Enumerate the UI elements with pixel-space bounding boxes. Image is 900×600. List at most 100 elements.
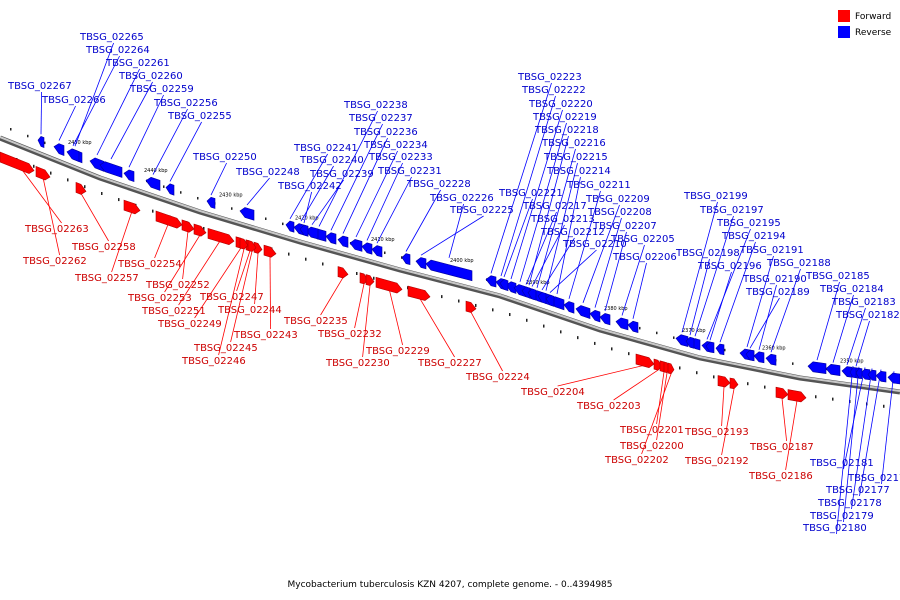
gene-label-tbsg_02225[interactable]: TBSG_02225 [449, 205, 514, 216]
gene-feature-tbsg_02245[interactable] [247, 239, 257, 252]
gene-feature-tbsg_02192[interactable] [729, 377, 739, 390]
gene-label-tbsg_02213[interactable]: TBSG_02213 [530, 214, 595, 225]
gene-feature-tbsg_02213[interactable] [527, 288, 537, 301]
gene-feature-tbsg_02184[interactable] [825, 363, 841, 376]
gene-label-tbsg_02202[interactable]: TBSG_02202 [604, 455, 669, 466]
gene-feature-tbsg_02180[interactable] [849, 367, 857, 379]
gene-feature-tbsg_02257[interactable] [123, 199, 141, 215]
gene-label-tbsg_02190[interactable]: TBSG_02190 [742, 274, 807, 285]
gene-label-tbsg_02253[interactable]: TBSG_02253 [127, 293, 192, 304]
gene-label-tbsg_02199[interactable]: TBSG_02199 [683, 191, 748, 202]
gene-feature-tbsg_02261[interactable] [89, 157, 105, 172]
gene-feature-tbsg_02209[interactable] [575, 305, 591, 320]
gene-label-tbsg_02267[interactable]: TBSG_02267 [7, 81, 72, 92]
gene-label-tbsg_02243[interactable]: TBSG_02243 [233, 330, 298, 341]
gene-label-tbsg_02235[interactable]: TBSG_02235 [283, 316, 348, 327]
gene-feature-tbsg_02187[interactable] [775, 386, 789, 399]
gene-feature-tbsg_02256[interactable] [145, 176, 161, 191]
gene-feature-tbsg_02211[interactable] [563, 301, 575, 314]
gene-label-tbsg_02224[interactable]: TBSG_02224 [465, 372, 530, 383]
gene-feature-tbsg_02183[interactable] [841, 366, 853, 378]
gene-label-tbsg_02218[interactable]: TBSG_02218 [534, 125, 599, 136]
gene-feature-tbsg_02225[interactable] [415, 257, 427, 270]
gene-label-tbsg_02211[interactable]: TBSG_02211 [566, 180, 631, 191]
gene-feature-tbsg_02202[interactable] [667, 362, 675, 375]
gene-feature-tbsg_02223[interactable] [485, 275, 497, 288]
gene-label-tbsg_02240[interactable]: TBSG_02240 [299, 155, 364, 166]
gene-label-tbsg_02191[interactable]: TBSG_02191 [739, 245, 804, 256]
gene-label-tbsg_02197[interactable]: TBSG_02197 [699, 205, 764, 216]
gene-label-tbsg_02188[interactable]: TBSG_02188 [766, 258, 831, 269]
gene-label-tbsg_02210[interactable]: TBSG_02210 [562, 239, 627, 250]
gene-label-tbsg_02233[interactable]: TBSG_02233 [368, 152, 433, 163]
gene-label-tbsg_02196[interactable]: TBSG_02196 [697, 261, 762, 272]
gene-label-tbsg_02206[interactable]: TBSG_02206 [612, 252, 677, 263]
gene-label-tbsg_02192[interactable]: TBSG_02192 [684, 456, 749, 467]
gene-label-tbsg_02230[interactable]: TBSG_02230 [325, 358, 390, 369]
gene-feature-tbsg_02193[interactable] [717, 375, 731, 388]
gene-feature-tbsg_02235[interactable] [337, 266, 349, 279]
gene-label-tbsg_02209[interactable]: TBSG_02209 [585, 194, 650, 205]
gene-label-tbsg_02241[interactable]: TBSG_02241 [293, 143, 358, 154]
gene-feature-tbsg_02264[interactable] [66, 148, 80, 163]
gene-label-tbsg_02237[interactable]: TBSG_02237 [348, 113, 413, 124]
gene-label-tbsg_02176[interactable]: TBSG_02176 [847, 473, 900, 484]
gene-feature-tbsg_02258[interactable] [75, 181, 87, 195]
gene-label-tbsg_02222[interactable]: TBSG_02222 [521, 85, 586, 96]
gene-feature-tbsg_02246[interactable] [239, 237, 249, 250]
gene-feature-tbsg_02267[interactable] [37, 136, 45, 149]
gene-label-tbsg_02256[interactable]: TBSG_02256 [153, 98, 218, 109]
gene-label-tbsg_02246[interactable]: TBSG_02246 [181, 356, 246, 367]
gene-label-tbsg_02194[interactable]: TBSG_02194 [721, 231, 786, 242]
gene-label-tbsg_02212[interactable]: TBSG_02212 [540, 227, 605, 238]
gene-label-tbsg_02217[interactable]: TBSG_02217 [522, 201, 587, 212]
gene-feature-tbsg_02210[interactable] [545, 294, 555, 307]
gene-feature-tbsg_02262[interactable] [35, 165, 51, 181]
gene-label-tbsg_02186[interactable]: TBSG_02186 [748, 471, 813, 482]
gene-label-tbsg_02229[interactable]: TBSG_02229 [365, 346, 430, 357]
gene-feature-tbsg_02259[interactable] [123, 169, 135, 183]
gene-label-tbsg_02185[interactable]: TBSG_02185 [805, 271, 870, 282]
gene-feature-tbsg_02251[interactable] [207, 227, 235, 246]
gene-feature-tbsg_02198[interactable] [685, 336, 695, 349]
gene-label-tbsg_02261[interactable]: TBSG_02261 [105, 58, 170, 69]
gene-label-tbsg_02208[interactable]: TBSG_02208 [587, 207, 652, 218]
gene-label-tbsg_02263[interactable]: TBSG_02263 [24, 224, 89, 235]
gene-label-tbsg_02247[interactable]: TBSG_02247 [199, 292, 264, 303]
gene-label-tbsg_02251[interactable]: TBSG_02251 [141, 306, 206, 317]
gene-feature-tbsg_02219[interactable] [513, 284, 527, 298]
gene-feature-tbsg_02260[interactable] [99, 161, 123, 178]
gene-label-tbsg_02193[interactable]: TBSG_02193 [684, 427, 749, 438]
gene-feature-tbsg_02243[interactable] [263, 244, 277, 258]
gene-label-tbsg_02226[interactable]: TBSG_02226 [429, 193, 494, 204]
gene-feature-tbsg_02224[interactable] [465, 300, 477, 313]
gene-feature-tbsg_02241[interactable] [285, 220, 295, 233]
gene-label-tbsg_02265[interactable]: TBSG_02265 [79, 32, 144, 43]
gene-label-tbsg_02207[interactable]: TBSG_02207 [592, 221, 657, 232]
gene-feature-tbsg_02204[interactable] [635, 353, 655, 369]
gene-feature-tbsg_02255[interactable] [165, 183, 175, 196]
gene-feature-tbsg_02205[interactable] [615, 317, 629, 331]
gene-feature-tbsg_02196[interactable] [705, 341, 715, 354]
gene-label-tbsg_02214[interactable]: TBSG_02214 [546, 166, 611, 177]
gene-feature-tbsg_02194[interactable] [715, 343, 725, 356]
gene-label-tbsg_02205[interactable]: TBSG_02205 [610, 234, 675, 245]
gene-label-tbsg_02236[interactable]: TBSG_02236 [353, 127, 418, 138]
gene-feature-tbsg_02236[interactable] [337, 235, 349, 248]
gene-feature-tbsg_02190[interactable] [753, 351, 765, 364]
gene-label-tbsg_02234[interactable]: TBSG_02234 [363, 140, 428, 151]
gene-feature-tbsg_02263[interactable] [0, 151, 35, 174]
gene-label-tbsg_02262[interactable]: TBSG_02262 [22, 256, 87, 267]
gene-feature-tbsg_02227[interactable] [407, 285, 431, 301]
gene-feature-tbsg_02234[interactable] [349, 239, 363, 252]
gene-feature-tbsg_02266[interactable] [53, 143, 65, 157]
gene-label-tbsg_02249[interactable]: TBSG_02249 [157, 319, 222, 330]
gene-label-tbsg_02216[interactable]: TBSG_02216 [541, 138, 606, 149]
gene-label-tbsg_02227[interactable]: TBSG_02227 [417, 358, 482, 369]
gene-label-tbsg_02201[interactable]: TBSG_02201 [619, 425, 684, 436]
gene-feature-tbsg_02186[interactable] [787, 389, 807, 403]
gene-label-tbsg_02215[interactable]: TBSG_02215 [543, 152, 608, 163]
gene-feature-tbsg_02226[interactable] [425, 259, 473, 282]
gene-label-tbsg_02180[interactable]: TBSG_02180 [802, 523, 867, 534]
gene-label-tbsg_02220[interactable]: TBSG_02220 [528, 99, 593, 110]
